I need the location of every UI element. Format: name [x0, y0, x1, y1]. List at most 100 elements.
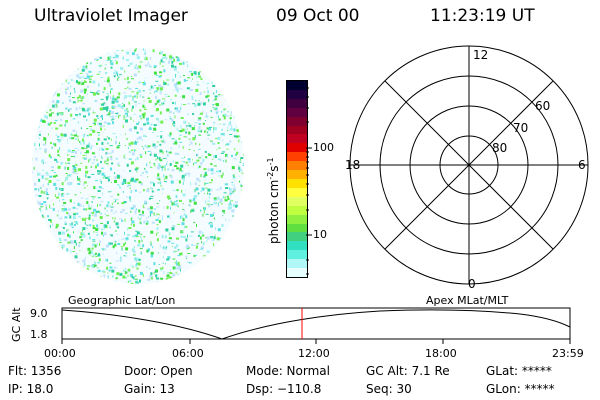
uv-pixel — [172, 266, 176, 270]
uv-pixel — [217, 68, 219, 70]
uv-pixel — [207, 65, 211, 67]
uv-pixel — [100, 77, 104, 78]
uv-pixel — [194, 182, 197, 186]
uv-pixel — [161, 235, 164, 239]
colorbar-tick-100: 100 — [313, 141, 334, 154]
uv-pixel — [95, 180, 98, 182]
uv-pixel — [81, 232, 85, 235]
uv-pixel — [32, 85, 34, 89]
uv-pixel — [244, 244, 245, 246]
uv-pixel — [223, 240, 226, 243]
uv-pixel — [99, 179, 101, 182]
uv-pixel — [216, 189, 220, 191]
uv-pixel — [211, 239, 214, 241]
uv-pixel — [244, 210, 246, 212]
uv-pixel — [46, 251, 48, 254]
uv-pixel — [62, 231, 65, 235]
uv-pixel — [48, 264, 52, 266]
uv-pixel — [176, 237, 179, 240]
uv-pixel — [174, 141, 178, 145]
uv-pixel — [242, 164, 244, 166]
uv-pixel — [97, 204, 98, 207]
uv-pixel — [85, 52, 87, 54]
uv-pixel — [95, 252, 97, 255]
uv-pixel — [174, 268, 178, 270]
uv-pixel — [96, 234, 99, 236]
uv-pixel — [131, 152, 135, 156]
uv-pixel — [98, 71, 101, 73]
uv-pixel — [45, 178, 49, 180]
uv-pixel — [144, 167, 145, 169]
uv-pixel — [239, 229, 242, 231]
uv-pixel — [150, 241, 152, 244]
uv-pixel — [184, 281, 186, 284]
uv-pixel — [126, 185, 129, 188]
uv-pixel — [239, 169, 243, 172]
uv-pixel — [114, 59, 116, 61]
uv-pixel — [118, 239, 120, 241]
uv-pixel — [173, 250, 175, 253]
uv-pixel — [39, 283, 43, 284]
uv-pixel — [44, 66, 47, 69]
uv-pixel — [232, 233, 234, 237]
uv-pixel — [38, 133, 41, 136]
uv-pixel — [128, 129, 132, 131]
uv-pixel — [114, 172, 116, 175]
uv-pixel — [137, 121, 140, 123]
uv-pixel — [56, 160, 59, 163]
uv-pixel — [137, 217, 139, 219]
uv-pixel — [143, 108, 147, 110]
uv-pixel — [55, 103, 57, 107]
uv-pixel — [231, 248, 233, 251]
uv-pixel — [219, 186, 222, 190]
uv-pixel — [111, 285, 113, 286]
uv-pixel — [62, 272, 66, 274]
uv-pixel — [88, 57, 90, 61]
uv-pixel — [131, 276, 135, 279]
uv-pixel — [221, 128, 223, 131]
uv-pixel — [152, 86, 155, 89]
uv-pixel — [199, 130, 203, 132]
uv-pixel — [152, 132, 155, 133]
uv-pixel — [48, 113, 52, 117]
uv-pixel — [73, 246, 75, 249]
uv-pixel — [207, 192, 209, 195]
uv-pixel — [195, 188, 199, 191]
uv-pixel — [47, 183, 49, 186]
uv-pixel — [233, 135, 237, 138]
uv-pixel — [234, 176, 236, 179]
uv-pixel — [175, 56, 177, 59]
uv-pixel — [119, 186, 121, 189]
uv-pixel — [106, 221, 109, 225]
uv-pixel — [146, 146, 150, 148]
uv-pixel — [235, 226, 237, 228]
gc-alt-axis-label: GC Alt — [10, 307, 23, 342]
uv-pixel — [144, 52, 146, 55]
uv-pixel — [38, 178, 41, 182]
uv-pixel — [42, 61, 44, 63]
uv-pixel — [157, 188, 160, 190]
uv-pixel — [167, 215, 170, 218]
info-flt: Flt: 1356 — [8, 364, 62, 378]
uv-pixel — [237, 106, 239, 108]
uv-pixel — [43, 270, 45, 274]
uv-pixel — [244, 234, 246, 237]
uv-pixel — [53, 175, 56, 178]
uv-pixel — [162, 56, 165, 59]
uv-pixel — [56, 258, 59, 260]
uv-pixel — [35, 148, 37, 151]
uv-pixel — [136, 95, 138, 99]
uv-pixel — [163, 246, 167, 250]
uv-pixel — [47, 197, 49, 200]
uv-pixel — [65, 47, 68, 48]
uv-pixel — [230, 111, 232, 115]
uv-pixel — [43, 137, 47, 141]
uv-pixel — [210, 110, 212, 112]
uv-pixel — [201, 241, 203, 244]
uv-pixel — [156, 213, 159, 215]
uv-pixel — [225, 159, 227, 163]
uv-pixel — [97, 254, 101, 257]
uv-pixel — [202, 242, 205, 246]
uv-pixel — [207, 73, 210, 77]
uv-pixel — [237, 75, 240, 79]
